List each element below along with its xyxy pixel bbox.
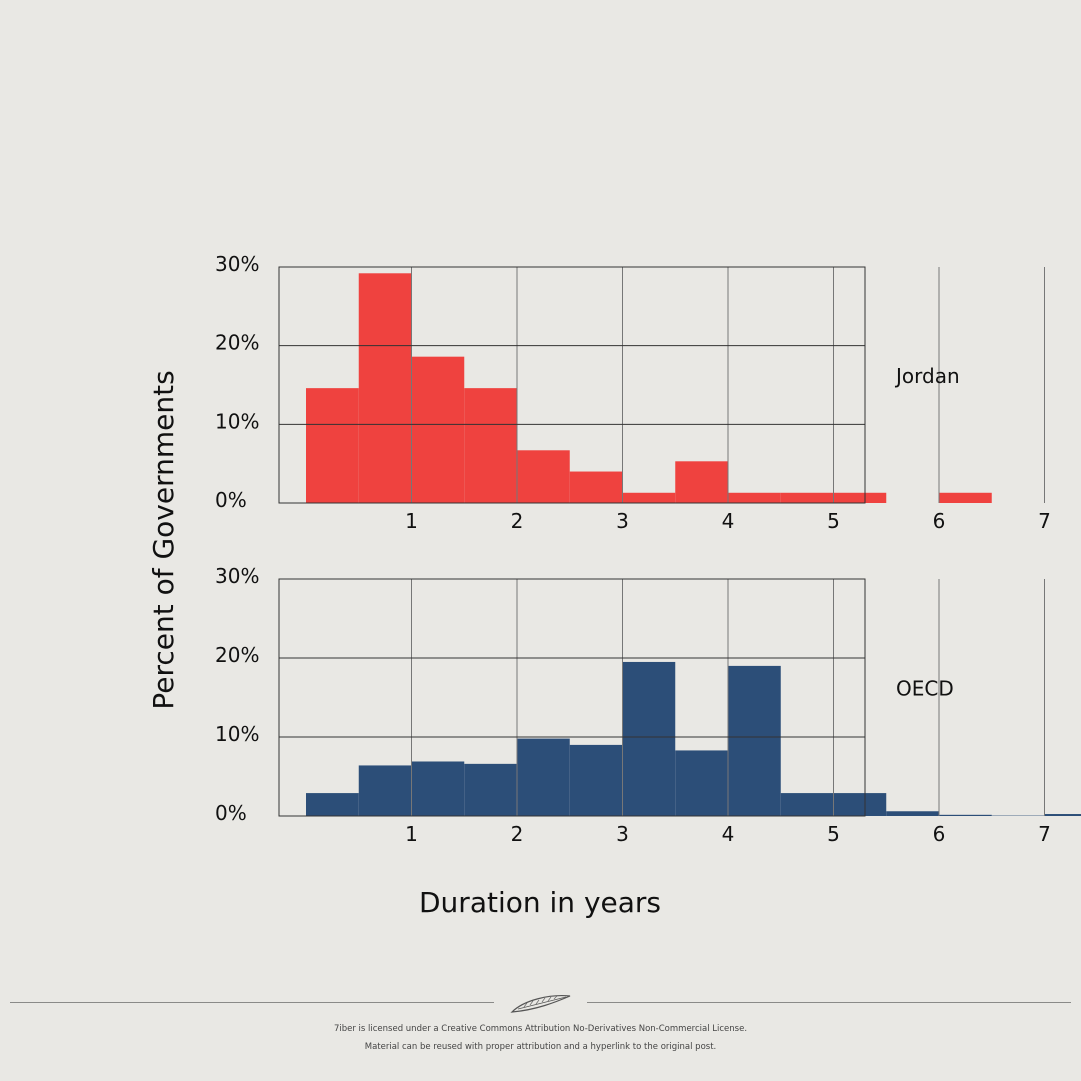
y-axis-title: Percent of Governments bbox=[147, 370, 180, 709]
bar bbox=[622, 492, 676, 503]
panel-label: OECD bbox=[896, 677, 954, 701]
bar bbox=[675, 750, 728, 816]
x-tick-label: 2 bbox=[511, 509, 524, 533]
x-tick-label: 4 bbox=[722, 822, 735, 846]
bar bbox=[1044, 814, 1081, 816]
bar bbox=[569, 471, 623, 503]
bar bbox=[939, 814, 992, 816]
y-tick-label: 0% bbox=[215, 488, 247, 512]
bar bbox=[675, 461, 728, 503]
y-tick-label: 20% bbox=[215, 331, 259, 355]
x-tick-label: 2 bbox=[511, 822, 524, 846]
y-tick-label: 10% bbox=[215, 409, 259, 433]
footer-divider-left bbox=[10, 1002, 494, 1003]
bar bbox=[411, 356, 465, 503]
bar bbox=[358, 273, 412, 503]
y-tick-label: 30% bbox=[215, 564, 259, 588]
y-tick-label: 10% bbox=[215, 722, 259, 746]
y-tick-label: 20% bbox=[215, 643, 259, 667]
bar bbox=[780, 793, 834, 816]
bar bbox=[833, 492, 887, 503]
bar bbox=[306, 388, 359, 503]
panel-label: Jordan bbox=[894, 364, 960, 388]
bar bbox=[886, 811, 939, 816]
x-tick-label: 6 bbox=[933, 509, 946, 533]
bar bbox=[306, 793, 359, 816]
plot-frame bbox=[278, 578, 866, 817]
x-tick-label: 3 bbox=[616, 509, 629, 533]
x-tick-label: 1 bbox=[405, 509, 418, 533]
x-tick-label: 4 bbox=[722, 509, 735, 533]
panel-oecd: 0%10%20%30%123456789OECD bbox=[215, 564, 1081, 846]
footer-license-text: 7iber is licensed under a Creative Commo… bbox=[333, 1024, 748, 1034]
bar bbox=[833, 793, 887, 816]
x-tick-label: 6 bbox=[933, 822, 946, 846]
bar bbox=[569, 744, 623, 816]
bar bbox=[728, 492, 781, 503]
x-tick-label: 7 bbox=[1038, 822, 1051, 846]
x-tick-label: 5 bbox=[827, 509, 840, 533]
bar bbox=[464, 763, 517, 816]
x-tick-label: 1 bbox=[405, 822, 418, 846]
bar bbox=[728, 665, 781, 816]
plot-frame bbox=[278, 266, 866, 504]
x-tick-label: 3 bbox=[616, 822, 629, 846]
footer-reuse-text: Material can be reused with proper attri… bbox=[364, 1042, 717, 1052]
bar bbox=[517, 450, 570, 503]
x-axis-title: Duration in years bbox=[419, 886, 661, 919]
bar bbox=[464, 388, 517, 503]
feather-logo-icon bbox=[510, 995, 571, 1013]
bar bbox=[780, 492, 834, 503]
x-tick-label: 5 bbox=[827, 822, 840, 846]
bar bbox=[411, 761, 465, 816]
panel-jordan: 0%10%20%30%123456789Jordan bbox=[215, 252, 1051, 533]
bar bbox=[517, 738, 570, 816]
bar bbox=[622, 661, 676, 816]
y-tick-label: 0% bbox=[215, 801, 247, 825]
footer-divider-right bbox=[587, 1002, 1071, 1003]
y-tick-label: 30% bbox=[215, 252, 259, 276]
x-tick-label: 7 bbox=[1038, 509, 1051, 533]
bar bbox=[939, 492, 992, 503]
bar bbox=[358, 765, 412, 816]
